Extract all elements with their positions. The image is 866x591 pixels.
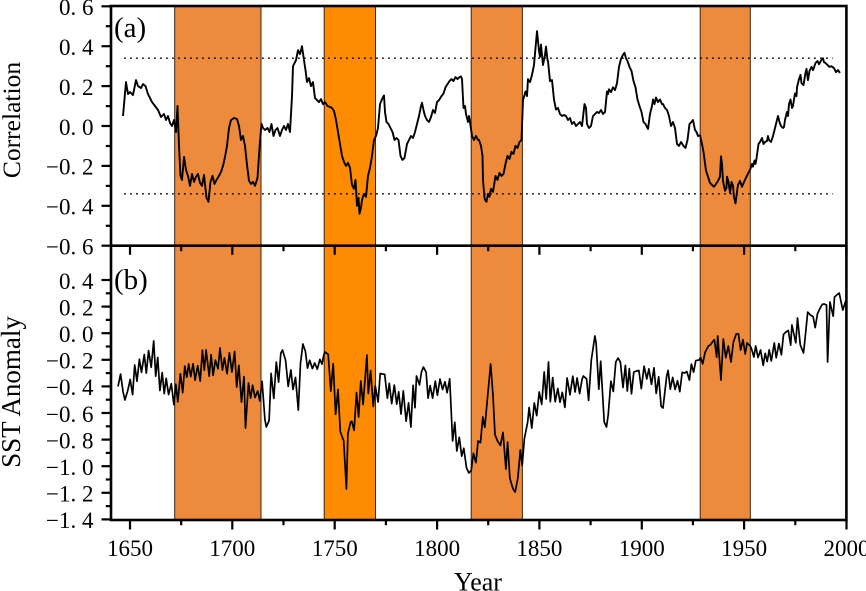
svg-text:0. 2: 0. 2 (59, 295, 94, 320)
svg-text:0. 0: 0. 0 (59, 322, 94, 347)
svg-text:0. 4: 0. 4 (59, 35, 94, 60)
svg-text:Correlation: Correlation (0, 62, 26, 178)
svg-text:1750: 1750 (312, 536, 358, 561)
svg-text:−0. 6: −0. 6 (46, 235, 93, 260)
svg-text:2000: 2000 (824, 536, 866, 561)
svg-text:1800: 1800 (414, 536, 460, 561)
svg-text:0. 2: 0. 2 (59, 75, 94, 100)
svg-text:−0. 6: −0. 6 (46, 402, 93, 427)
svg-text:1850: 1850 (516, 536, 562, 561)
svg-text:−0. 2: −0. 2 (46, 349, 93, 374)
svg-text:SST Anomaly: SST Anomaly (0, 316, 26, 468)
svg-text:0. 6: 0. 6 (59, 0, 94, 20)
svg-text:Year: Year (454, 568, 502, 591)
svg-text:−1. 4: −1. 4 (46, 508, 94, 533)
svg-text:−0. 4: −0. 4 (46, 375, 94, 400)
svg-text:0. 4: 0. 4 (59, 269, 94, 294)
svg-text:1950: 1950 (721, 536, 767, 561)
svg-text:(b): (b) (114, 264, 148, 296)
svg-text:1900: 1900 (619, 536, 665, 561)
svg-text:−0. 2: −0. 2 (46, 155, 93, 180)
svg-text:−1. 2: −1. 2 (46, 482, 93, 507)
svg-text:0. 0: 0. 0 (59, 115, 94, 140)
svg-text:−1. 0: −1. 0 (46, 455, 93, 480)
svg-text:−0. 8: −0. 8 (46, 428, 93, 453)
svg-text:1650: 1650 (107, 536, 153, 561)
svg-text:−0. 4: −0. 4 (46, 195, 94, 220)
svg-text:1700: 1700 (209, 536, 255, 561)
svg-text:(a): (a) (114, 12, 146, 44)
